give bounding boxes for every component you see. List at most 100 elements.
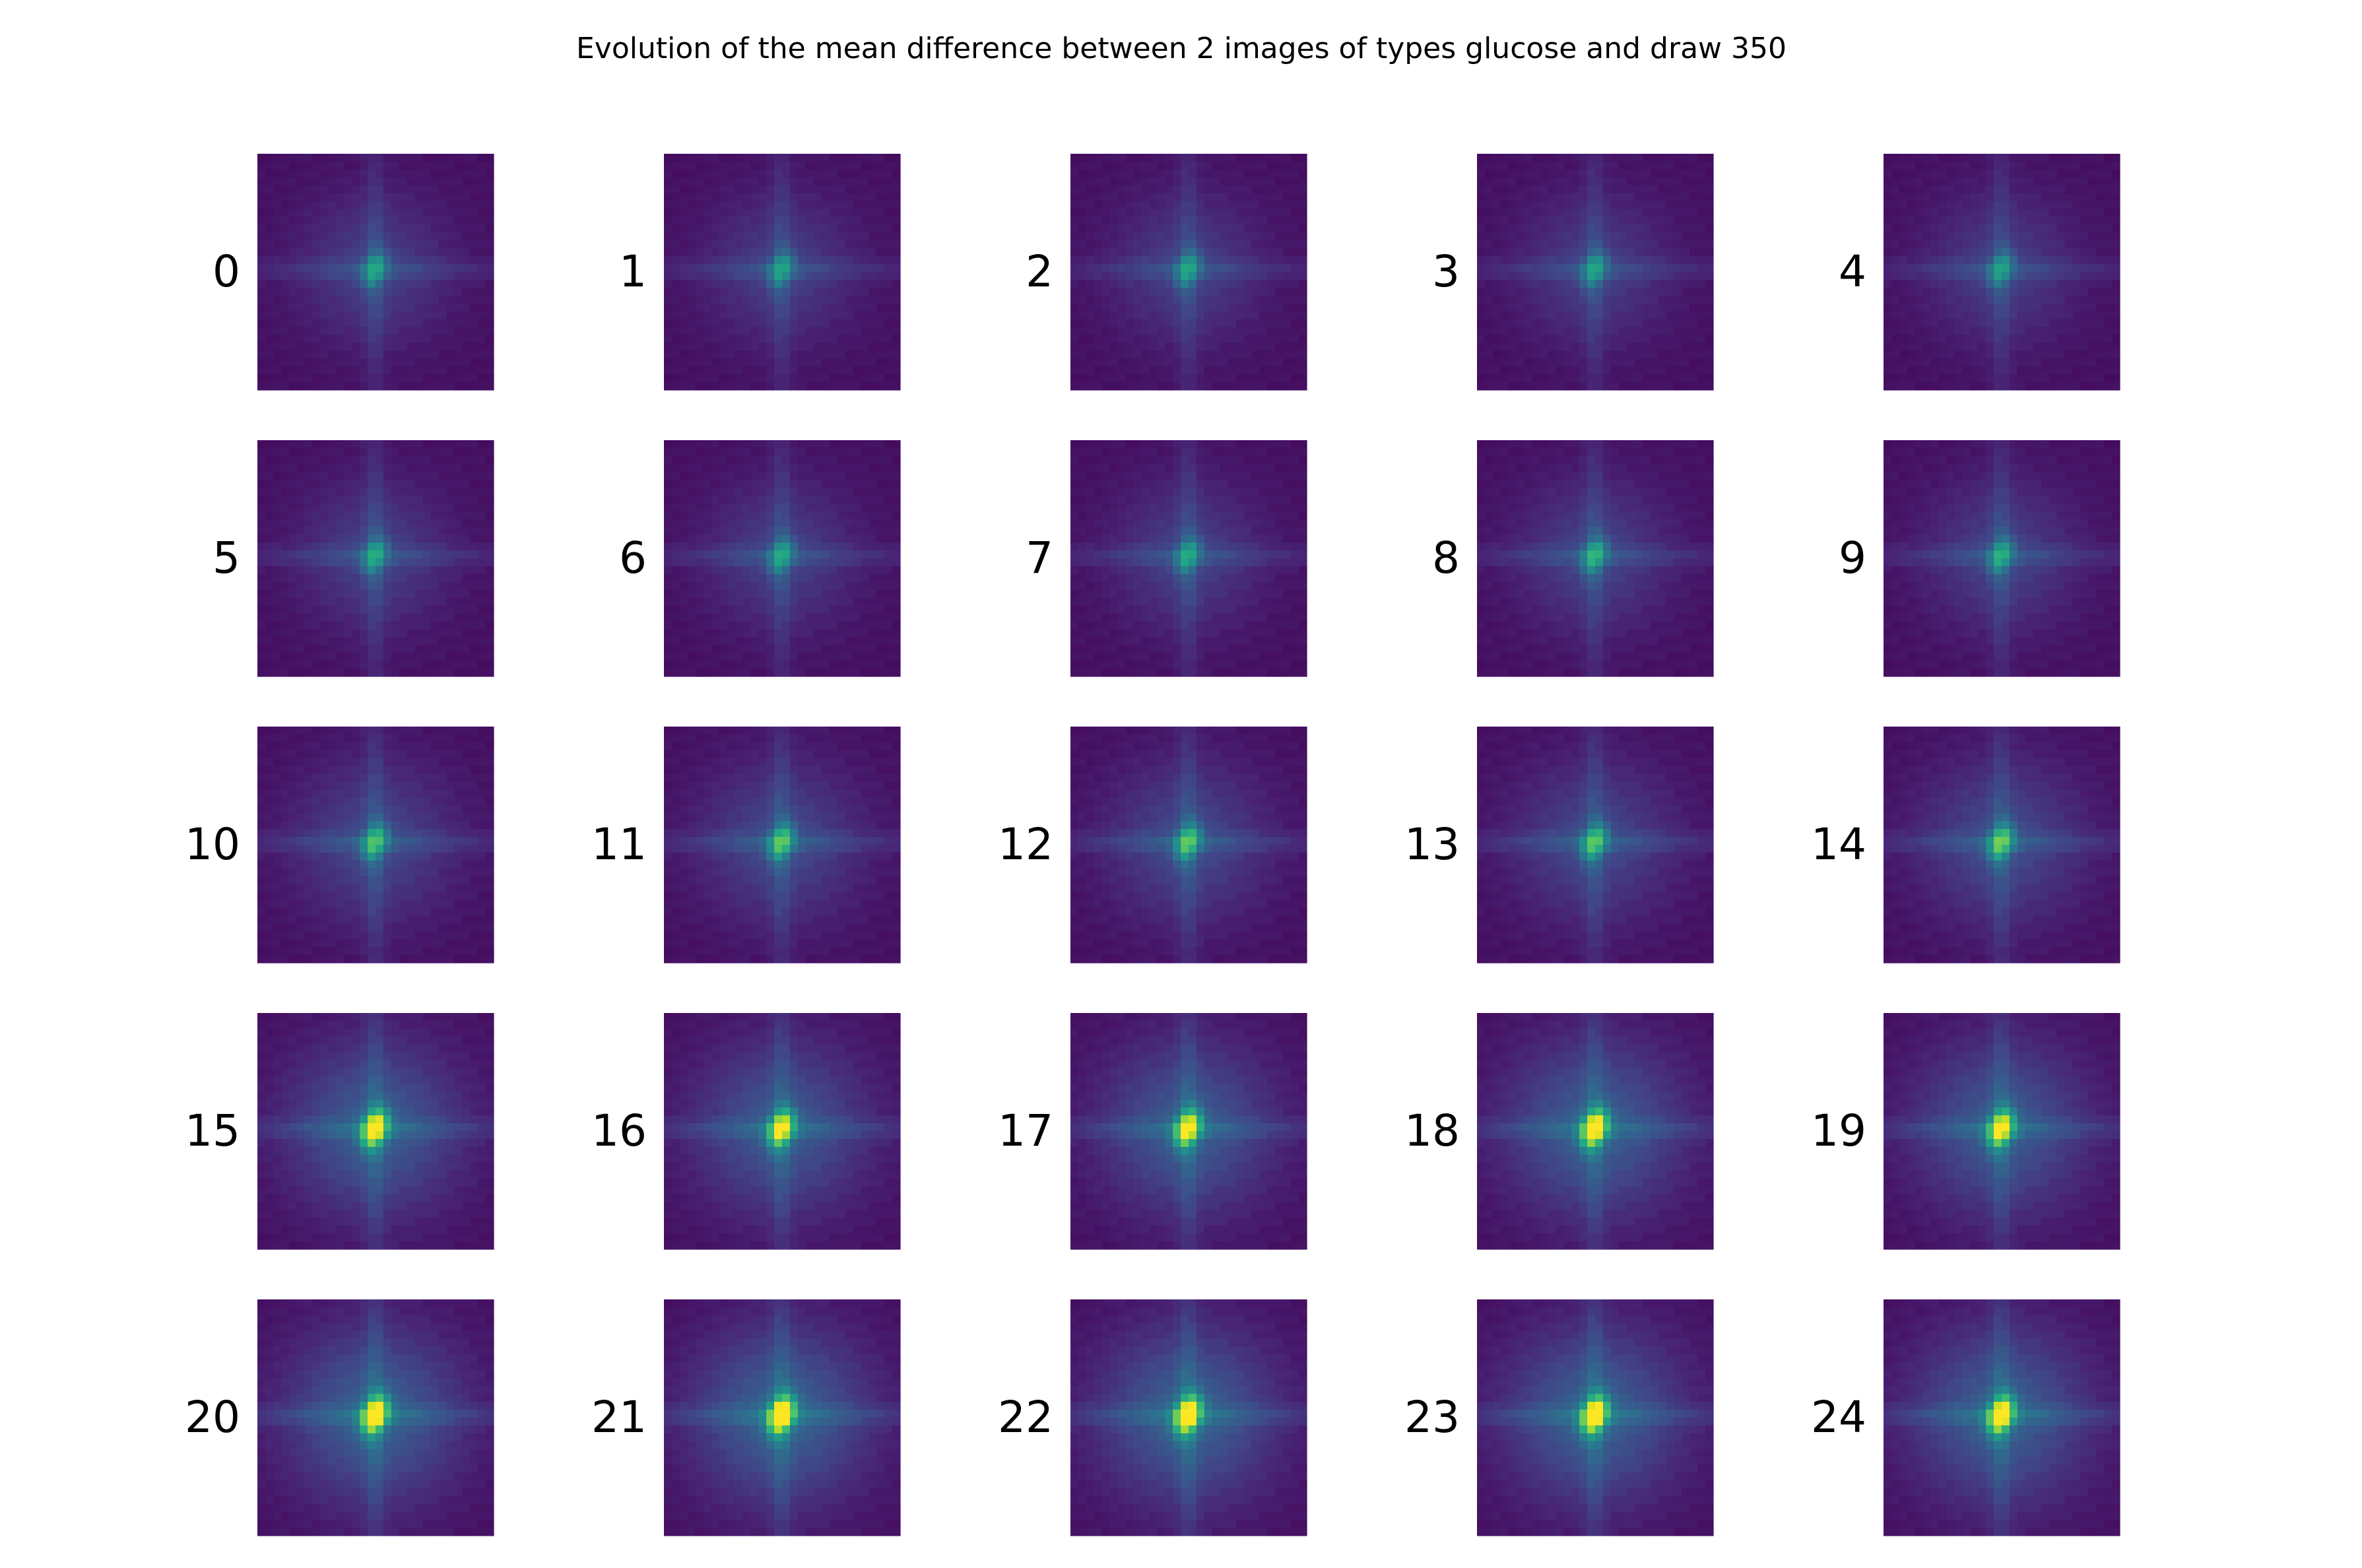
heatmap-cell [1173,382,1181,391]
heatmap-cell [470,296,478,304]
heatmap-cell [2072,288,2081,296]
heatmap-cell [438,296,447,304]
heatmap-cell [328,456,337,465]
heatmap-cell [837,296,846,304]
heatmap-cell [1220,264,1229,273]
heatmap-cell [884,311,893,320]
heatmap-cell [399,296,408,304]
heatmap-cell [735,178,743,186]
heatmap-cell [1118,170,1127,178]
heatmap-cell [1094,280,1103,288]
heatmap-cell [431,456,440,465]
heatmap-cell [336,366,344,375]
heatmap-cell [1891,311,1900,320]
heatmap-cell [470,358,478,367]
heatmap-cell [2080,343,2089,351]
heatmap-cell [1299,162,1307,170]
heatmap-cell [696,154,704,162]
heatmap-cell [2057,178,2066,186]
heatmap-cell [892,296,901,304]
heatmap-cell [2088,201,2097,210]
heatmap-cell [1643,350,1651,359]
heatmap-cell [884,232,893,241]
heatmap-cell [1299,209,1307,218]
heatmap-cell [1212,264,1221,273]
heatmap-cell [1697,358,1706,367]
heatmap-cell [1251,209,1260,218]
heatmap-cell [1658,311,1666,320]
heatmap-cell [727,201,735,210]
heatmap-cell [281,280,290,288]
heatmap-cell [273,170,282,178]
heatmap-cell [1204,288,1213,296]
heatmap-cell [664,154,673,162]
heatmap-cell [320,304,329,312]
heatmap-cell [478,296,486,304]
heatmap-cell [415,209,424,218]
heatmap-cell [1501,256,1509,265]
heatmap-cell [1126,256,1134,265]
heatmap-cell [719,185,728,194]
heatmap-cell [431,472,440,480]
heatmap-cell [328,472,337,480]
heatmap-cell [1165,311,1173,320]
heatmap-cell [470,382,478,391]
heatmap-cell [265,550,274,559]
heatmap-cell [431,178,440,186]
heatmap-cell [257,256,266,265]
heatmap-cell [336,335,344,343]
heatmap-cell [1689,343,1698,351]
heatmap-cell [790,288,799,296]
heatmap-cell [1962,248,1971,257]
heatmap-cell [1517,170,1525,178]
heatmap-cell [688,162,696,170]
heatmap-cell [454,456,463,465]
heatmap-cell [1884,374,1892,383]
heatmap-cell [1556,280,1564,288]
heatmap-cell [1525,335,1533,343]
heatmap-cell [1267,304,1276,312]
heatmap-cell [273,272,282,280]
heatmap-cell [415,472,424,480]
heatmap-cell [664,382,673,391]
heatmap-cell [344,304,352,312]
heatmap-cell [1635,162,1643,170]
heatmap-cell [336,209,344,218]
heatmap-cell [1697,327,1706,336]
heatmap-cell [1173,154,1181,162]
heatmap-cell [438,440,447,449]
heatmap-cell [782,374,791,383]
heatmap-cell [719,304,728,312]
heatmap-cell [1954,162,1963,170]
heatmap-cell [1954,304,1963,312]
heatmap-cell [1674,319,1682,328]
heatmap-cell [798,193,806,202]
heatmap-cell [257,511,266,519]
heatmap-cell [1939,296,1948,304]
heatmap-cell [1931,335,1940,343]
heatmap-cell [431,319,440,328]
heatmap-cell [1485,304,1493,312]
heatmap-cell [845,224,853,233]
heatmap-cell [1244,232,1253,241]
heatmap-cell [454,216,463,225]
heatmap-cell [391,288,400,296]
heatmap-cell [876,296,885,304]
heatmap-cell [415,343,424,351]
heatmap-cell [711,178,720,186]
heatmap-cell [853,272,861,280]
heatmap-cell [1540,240,1548,249]
heatmap-cell [352,335,360,343]
heatmap-cell [305,358,313,367]
heatmap-cell [1228,358,1237,367]
heatmap-cell [1540,272,1548,280]
heatmap-cell [2064,358,2073,367]
heatmap-cell [845,256,853,265]
heatmap-cell [383,464,392,473]
heatmap-cell [1501,296,1509,304]
heatmap-cell [1181,209,1189,218]
heatmap-cell [1899,374,1908,383]
heatmap-cell [470,374,478,383]
heatmap-cell [2010,296,2018,304]
heatmap-cell [822,382,830,391]
